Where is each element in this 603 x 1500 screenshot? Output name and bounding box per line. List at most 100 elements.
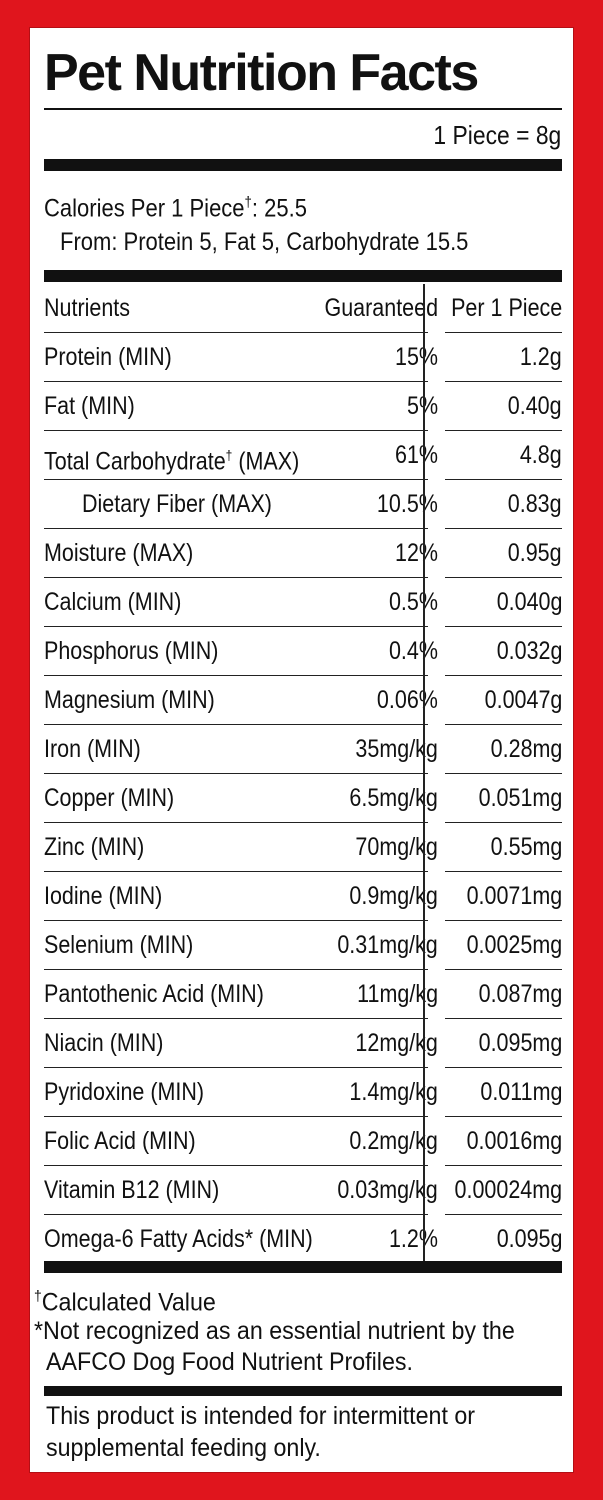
nutrient-name: Folic Acid (MIN) bbox=[44, 1117, 196, 1165]
nutrient-name: Magnesium (MIN) bbox=[44, 676, 215, 724]
nutrient-name: Dietary Fiber (MAX) bbox=[82, 480, 272, 528]
per-piece-value: 0.0071mg bbox=[466, 882, 562, 910]
nutrient-name-text: Moisture (MAX) bbox=[44, 539, 194, 567]
row-rule bbox=[44, 380, 428, 382]
table-row: Omega-6 Fatty Acids* (MIN) 1.2% 0.095g bbox=[44, 1215, 562, 1264]
nutrient-name: Moisture (MAX) bbox=[44, 529, 193, 577]
per-piece-value: 0.095mg bbox=[478, 1029, 562, 1057]
table-row: Fat (MIN) 5% 0.40g bbox=[44, 382, 562, 431]
per-piece-value: 0.051mg bbox=[478, 784, 562, 812]
per-piece-value: 0.40g bbox=[508, 392, 562, 420]
row-rule bbox=[445, 674, 562, 676]
guaranteed-value: 70mg/kg bbox=[355, 833, 438, 861]
guaranteed-value: 0.4% bbox=[388, 637, 438, 665]
calories-label: Calories Per 1 Piece bbox=[44, 194, 245, 223]
calc-mark: † bbox=[225, 447, 233, 463]
row-rule bbox=[445, 870, 562, 872]
row-rule bbox=[445, 429, 562, 431]
thick-rule-mid bbox=[44, 270, 562, 282]
row-rule bbox=[44, 723, 428, 725]
nutrient-name-text: Magnesium (MIN) bbox=[44, 686, 215, 714]
guaranteed-value: 10.5% bbox=[377, 490, 438, 518]
row-rule bbox=[445, 1213, 562, 1215]
per-piece-value: 0.0025mg bbox=[466, 931, 562, 959]
table-header-row: Nutrients Guaranteed Per 1 Piece bbox=[44, 284, 562, 333]
nutrition-label: Pet Nutrition Facts 1 Piece = 8g Calorie… bbox=[29, 27, 574, 1473]
nutrient-name: Pantothenic Acid (MIN) bbox=[44, 970, 264, 1018]
calc-mark: † bbox=[34, 1288, 42, 1305]
row-rule bbox=[445, 968, 562, 970]
row-rule bbox=[44, 1066, 428, 1068]
row-rule bbox=[44, 1213, 428, 1215]
per-piece-value: 0.28mg bbox=[490, 735, 562, 763]
per-piece-value: 0.83g bbox=[508, 490, 562, 518]
guaranteed-value: 11mg/kg bbox=[357, 980, 438, 1008]
guaranteed-value: 1.2% bbox=[388, 1225, 438, 1253]
nutrient-name-text: Calcium (MIN) bbox=[44, 588, 182, 616]
per-piece-value: 0.0016mg bbox=[466, 1127, 562, 1155]
nutrient-name: Iron (MIN) bbox=[44, 725, 141, 773]
calories-from-line: From: Protein 5, Fat 5, Carbohydrate 15.… bbox=[60, 228, 469, 256]
nutrient-name: Iodine (MIN) bbox=[44, 872, 162, 920]
row-rule bbox=[445, 625, 562, 627]
nutrient-name-text: Vitamin B12 (MIN) bbox=[44, 1176, 220, 1204]
table-row: Folic Acid (MIN) 0.2mg/kg 0.0016mg bbox=[44, 1117, 562, 1166]
row-rule bbox=[44, 576, 428, 578]
table-row: Pyridoxine (MIN) 1.4mg/kg 0.011mg bbox=[44, 1068, 562, 1117]
title-rule bbox=[44, 108, 562, 110]
table-row: Magnesium (MIN) 0.06% 0.0047g bbox=[44, 676, 562, 725]
header-nutrients: Nutrients bbox=[44, 294, 131, 322]
nutrient-name: Omega-6 Fatty Acids* (MIN) bbox=[44, 1215, 313, 1263]
table-row: Pantothenic Acid (MIN) 11mg/kg 0.087mg bbox=[44, 970, 562, 1019]
nutrient-name-text: Omega-6 Fatty Acids* (MIN) bbox=[44, 1225, 313, 1253]
nutrient-name-text: Zinc (MIN) bbox=[44, 833, 145, 861]
per-piece-value: 1.2g bbox=[520, 343, 562, 371]
table-row: Iron (MIN) 35mg/kg 0.28mg bbox=[44, 725, 562, 774]
row-rule bbox=[445, 723, 562, 725]
row-rule bbox=[445, 919, 562, 921]
guaranteed-value: 0.06% bbox=[377, 686, 438, 714]
table-row: Dietary Fiber (MAX) 10.5% 0.83g bbox=[44, 480, 562, 529]
row-rule bbox=[445, 1164, 562, 1166]
nutrient-name-text: Protein (MIN) bbox=[44, 343, 172, 371]
nutrient-name: Zinc (MIN) bbox=[44, 823, 144, 871]
footnote-calculated-text: Calculated Value bbox=[41, 1288, 216, 1317]
nutrient-name-text: Dietary Fiber (MAX) bbox=[82, 490, 272, 518]
row-rule bbox=[44, 870, 428, 872]
thick-rule-footer bbox=[44, 1386, 562, 1396]
nutrient-name: Niacin (MIN) bbox=[44, 1019, 163, 1067]
nutrient-name: Vitamin B12 (MIN) bbox=[44, 1166, 219, 1214]
guaranteed-value: 61% bbox=[394, 441, 438, 469]
footnote-calculated: †Calculated Value bbox=[34, 1281, 216, 1318]
disclaimer-line2: supplemental feeding only. bbox=[46, 1434, 321, 1462]
row-rule bbox=[44, 1017, 428, 1019]
nutrient-name: Pyridoxine (MIN) bbox=[44, 1068, 204, 1116]
table-row: Moisture (MAX) 12% 0.95g bbox=[44, 529, 562, 578]
nutrient-name-text: Phosphorus (MIN) bbox=[44, 637, 219, 665]
row-rule bbox=[445, 380, 562, 382]
per-piece-value: 0.0047g bbox=[484, 686, 562, 714]
calories-line: Calories Per 1 Piece†: 25.5 bbox=[44, 187, 307, 224]
table-row: Niacin (MIN) 12mg/kg 0.095mg bbox=[44, 1019, 562, 1068]
table-row: Phosphorus (MIN) 0.4% 0.032g bbox=[44, 627, 562, 676]
per-piece-value: 0.95g bbox=[508, 539, 562, 567]
row-rule bbox=[445, 821, 562, 823]
table-row: Copper (MIN) 6.5mg/kg 0.051mg bbox=[44, 774, 562, 823]
guaranteed-value: 35mg/kg bbox=[355, 735, 438, 763]
nutrient-name: Phosphorus (MIN) bbox=[44, 627, 218, 675]
nutrient-name-text: Iodine (MIN) bbox=[44, 882, 163, 910]
serving-size: 1 Piece = 8g bbox=[433, 120, 561, 150]
per-piece-value: 0.087mg bbox=[478, 980, 562, 1008]
calories-value: : 25.5 bbox=[251, 194, 307, 223]
nutrient-name-text: Total Carbohydrate bbox=[44, 447, 226, 476]
nutrient-name-text: Selenium (MIN) bbox=[44, 931, 194, 959]
row-rule bbox=[44, 674, 428, 676]
row-rule bbox=[445, 527, 562, 529]
table-row: Total Carbohydrate† (MAX) 61% 4.8g bbox=[44, 431, 562, 480]
table-row: Calcium (MIN) 0.5% 0.040g bbox=[44, 578, 562, 627]
row-rule bbox=[44, 478, 428, 480]
row-rule bbox=[44, 331, 428, 333]
row-rule bbox=[445, 478, 562, 480]
row-rule bbox=[44, 821, 428, 823]
label-title: Pet Nutrition Facts bbox=[44, 44, 479, 102]
